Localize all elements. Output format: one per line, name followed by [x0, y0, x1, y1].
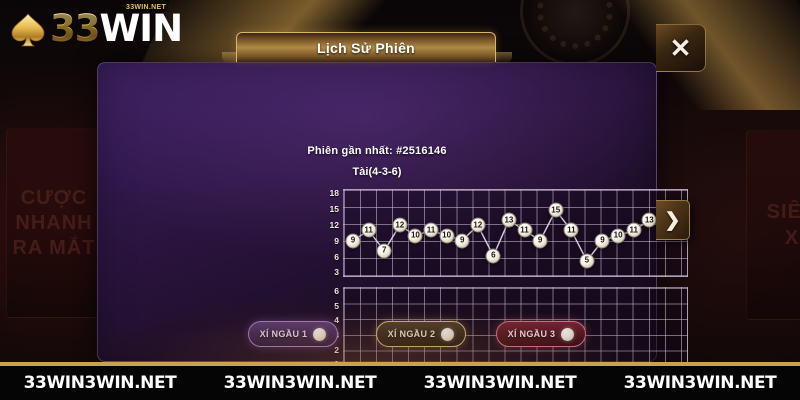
dialog-title: Lịch Sử Phiên — [316, 39, 416, 56]
history-chart-point[interactable]: 5 — [579, 253, 595, 269]
logo-text-sub: WIN — [99, 7, 184, 50]
logo-text-main: 33 — [50, 7, 100, 50]
chart-bottom-y-tick: 4 — [334, 316, 339, 325]
history-chart-point-label: 11 — [520, 225, 529, 235]
history-chart-point[interactable]: 11 — [517, 222, 533, 238]
history-chart-point-label: 9 — [459, 235, 465, 245]
title-ribbon-tab-left — [222, 52, 238, 64]
logo-crown-text: 33WIN.NET — [126, 4, 167, 11]
history-chart-point[interactable]: 10 — [439, 228, 455, 244]
history-chart-point[interactable]: 6 — [485, 248, 501, 264]
title-ribbon-tab-right — [496, 52, 512, 64]
history-chart-point[interactable]: 15 — [548, 202, 564, 218]
history-chart-point-label: 11 — [567, 225, 576, 235]
history-chart-point-label: 10 — [410, 230, 420, 240]
dice-indicator-1-icon — [313, 327, 327, 341]
history-chart-point[interactable]: 12 — [470, 217, 486, 233]
close-icon: ✕ — [669, 33, 692, 63]
latest-session-text: Phiên gần nhất: #2516146 — [307, 145, 447, 157]
poster-right-line-1: SIÊU — [766, 201, 800, 223]
history-chart-point[interactable]: 11 — [361, 222, 377, 238]
footer-watermark-bar: 33WIN3WIN.NET 33WIN3WIN.NET 33WIN3WIN.NE… — [0, 362, 800, 400]
history-chart-point-label: 7 — [381, 245, 387, 255]
history-chart-point[interactable]: 10 — [407, 228, 423, 244]
latest-result-text: Tài(4-3-6) — [352, 166, 402, 178]
brand-logo[interactable]: 33WIN.NET 33WIN — [6, 4, 192, 52]
chart-top-y-axis: 18 15 12 9 6 3 — [319, 189, 339, 277]
history-chart-point-label: 6 — [491, 250, 496, 260]
chart-top-y-tick: 18 — [329, 188, 339, 198]
history-chart-point-label: 9 — [537, 235, 543, 245]
chart-top-y-tick: 3 — [334, 267, 339, 278]
poster-right-line-2: X — [784, 227, 800, 249]
history-chart-point-label: 9 — [600, 235, 605, 245]
poster-left-line-3: RA MẮT — [12, 236, 96, 259]
chart-top-y-tick: 12 — [329, 219, 339, 230]
dice-button-row: XÍ NGẦU 1 XÍ NGẦU 2 XÍ NGẦU 3 — [98, 321, 656, 351]
chart-top-plot-area: 91171210111091261311915115910111313 — [343, 189, 688, 277]
chart-bottom-y-tick: 2 — [334, 346, 339, 355]
history-chart-point-label: 10 — [442, 230, 452, 240]
history-chart-point[interactable]: 11 — [626, 222, 642, 238]
dice-button-2-label: XÍ NGẦU 2 — [388, 329, 436, 339]
dice-button-1-label: XÍ NGẦU 1 — [260, 329, 308, 339]
watermark-4: 33WIN3WIN.NET — [623, 373, 777, 393]
history-chart-point[interactable]: 9 — [454, 233, 470, 249]
dice-indicator-3-icon — [561, 327, 575, 341]
chart-bottom-y-tick: 5 — [334, 302, 339, 311]
chart-top-y-tick: 6 — [334, 251, 339, 262]
history-chart-point[interactable]: 12 — [392, 217, 408, 233]
poster-left-line-2: NHANH — [15, 211, 93, 234]
history-chart-point[interactable]: 9 — [532, 233, 548, 249]
close-button[interactable]: ✕ — [656, 24, 706, 72]
spade-icon — [11, 13, 45, 47]
history-chart-point[interactable]: 10 — [610, 228, 626, 244]
watermark-2: 33WIN3WIN.NET — [223, 373, 377, 393]
history-chart-point[interactable]: 11 — [563, 222, 579, 238]
history-chart-point-label: 9 — [350, 235, 356, 245]
dice-indicator-2-icon — [441, 327, 455, 341]
watermark-1: 33WIN3WIN.NET — [23, 373, 177, 393]
dice-button-1[interactable]: XÍ NGẦU 1 — [248, 321, 338, 347]
next-page-button[interactable]: ❯ — [656, 200, 690, 240]
history-chart-point[interactable]: 11 — [423, 222, 439, 238]
dialog-title-bar: Lịch Sử Phiên — [236, 32, 496, 62]
chart-top-y-tick: 9 — [334, 235, 339, 246]
history-chart-point-label: 13 — [504, 215, 514, 225]
history-chart-point-label: 13 — [644, 215, 654, 225]
history-chart-point-label: 10 — [613, 230, 623, 240]
background-poster-left: CƯỢC NHANH RA MẮT — [6, 128, 102, 318]
background-poster-right: SIÊU X — [746, 130, 800, 320]
watermark-3: 33WIN3WIN.NET — [423, 373, 577, 393]
history-chart-point-label: 11 — [629, 225, 638, 235]
poster-left-line-1: CƯỢC — [20, 186, 88, 209]
history-chart-point-label: 5 — [584, 255, 590, 265]
chart-top-y-tick: 15 — [329, 203, 339, 214]
panel-bottom-glow — [95, 300, 655, 362]
history-chart-point[interactable]: 7 — [376, 243, 392, 259]
dice-button-2[interactable]: XÍ NGẦU 2 — [376, 321, 466, 347]
dice-button-3-label: XÍ NGẦU 3 — [508, 329, 556, 339]
chevron-right-icon: ❯ — [664, 209, 681, 231]
history-chart-point[interactable]: 13 — [501, 212, 517, 228]
history-chart-point[interactable]: 9 — [345, 233, 361, 249]
logo-text: 33WIN — [50, 7, 184, 50]
history-chart-point-label: 11 — [364, 225, 373, 235]
history-chart-point[interactable]: 13 — [641, 212, 657, 228]
chart-bottom-y-tick: 6 — [334, 286, 339, 296]
history-chart-point-label: 15 — [551, 205, 561, 215]
dice-button-3[interactable]: XÍ NGẦU 3 — [496, 321, 586, 347]
history-chart-point-label: 12 — [473, 220, 483, 230]
history-chart-point[interactable]: 9 — [594, 233, 610, 249]
history-chart-point-label: 12 — [395, 220, 405, 230]
history-line-chart: 18 15 12 9 6 3 9 11 7 12 10 11 10 9 12 6 13 11 9 15 11 5 9 10 1… — [319, 189, 688, 277]
history-chart-point-label: 11 — [426, 225, 436, 235]
